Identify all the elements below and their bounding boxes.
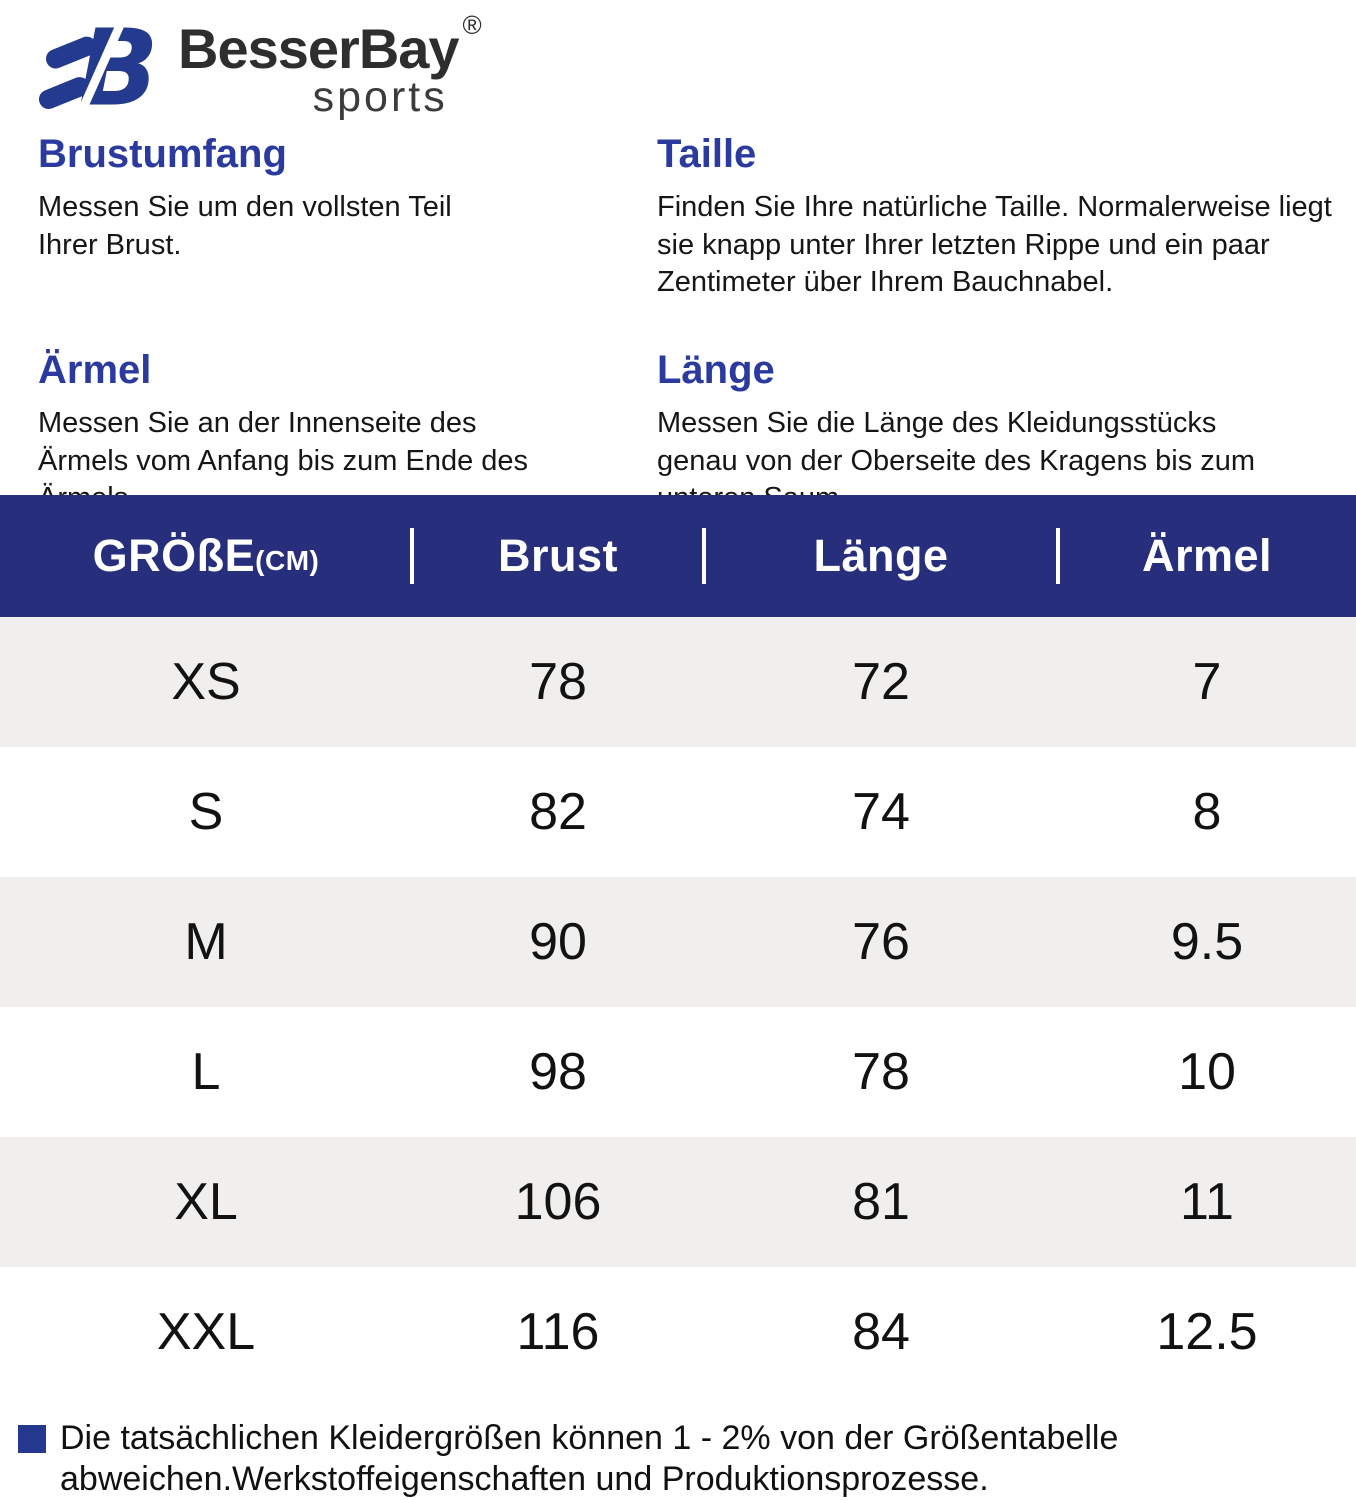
section-title-taille: Taille — [657, 132, 757, 176]
table-header-row: GRÖßE (CM) Brust Länge Ärmel — [0, 495, 1356, 617]
table-row-s: S 82 74 8 — [0, 747, 1356, 877]
cell-aermel: 12.5 — [1156, 1303, 1258, 1361]
table-row-xl: XL 106 81 11 — [0, 1137, 1356, 1267]
header-size-label: GRÖßE — [92, 530, 256, 581]
header-cell-aermel: Ärmel — [1056, 495, 1356, 617]
besserbay-logo-icon: B — [38, 8, 159, 120]
cell-laenge: 84 — [852, 1303, 910, 1361]
cell-brust: 106 — [514, 1173, 602, 1231]
cell-laenge: 76 — [852, 913, 910, 971]
cell-laenge: 72 — [852, 653, 910, 711]
section-text-brustumfang: Messen Sie um den vollsten Teil Ihrer Br… — [38, 191, 452, 261]
header-size-unit: (CM) — [255, 545, 320, 576]
section-title-laenge: Länge — [657, 348, 775, 393]
guide-section-taille: Taille Finden Sie Ihre natürliche Taille… — [657, 132, 1338, 302]
cell-aermel: 10 — [1178, 1043, 1236, 1101]
table-row-l: L 98 78 10 — [0, 1007, 1356, 1137]
cell-aermel: 9.5 — [1170, 913, 1244, 971]
cell-brust: 116 — [516, 1303, 600, 1361]
cell-size: XS — [171, 653, 241, 711]
cell-size: S — [188, 783, 224, 841]
measurement-guide: Brustumfang Messen Sie um den vollsten T… — [38, 132, 1338, 518]
guide-section-brustumfang: Brustumfang Messen Sie um den vollsten T… — [38, 132, 657, 302]
cell-size: XL — [174, 1173, 238, 1231]
cell-aermel: 8 — [1192, 783, 1222, 841]
cell-laenge: 78 — [852, 1043, 910, 1101]
table-row-xs: XS 78 72 7 — [0, 617, 1356, 747]
footnote-text: Die tatsächlichen Kleidergrößen können 1… — [60, 1419, 1119, 1498]
cell-aermel: 7 — [1192, 653, 1222, 711]
cell-size: L — [191, 1043, 221, 1101]
cell-laenge: 81 — [852, 1173, 910, 1231]
footnote-bullet-icon — [18, 1425, 46, 1453]
guide-section-aermel: Ärmel Messen Sie an der Innenseite des Ä… — [38, 348, 657, 518]
brand-subtitle: sports — [312, 73, 448, 121]
cell-brust: 90 — [529, 913, 587, 971]
footnote: Die tatsächlichen Kleidergrößen können 1… — [18, 1418, 1348, 1500]
section-title-brustumfang: Brustumfang — [38, 132, 287, 176]
cell-laenge: 74 — [852, 783, 910, 841]
size-table: GRÖßE (CM) Brust Länge Ärmel XS 78 72 7 S… — [0, 495, 1356, 1397]
section-title-aermel: Ärmel — [38, 348, 152, 393]
header-cell-size: GRÖßE (CM) — [0, 495, 412, 617]
header-cell-laenge: Länge — [702, 495, 1058, 617]
registered-trademark-icon: ® — [462, 10, 482, 40]
table-row-xxl: XXL 116 84 12.5 — [0, 1267, 1356, 1397]
guide-section-laenge: Länge Messen Sie die Länge des Kleidungs… — [657, 348, 1338, 518]
cell-brust: 78 — [529, 653, 587, 711]
cell-brust: 82 — [529, 783, 587, 841]
section-text-taille: Finden Sie Ihre natürliche Taille. Norma… — [657, 191, 1332, 299]
header-cell-brust: Brust — [410, 495, 704, 617]
cell-aermel: 11 — [1180, 1173, 1234, 1231]
cell-brust: 98 — [529, 1043, 587, 1101]
cell-size: XXL — [156, 1303, 256, 1361]
cell-size: M — [184, 913, 228, 971]
brand-text: BesserBay ® sports — [178, 8, 482, 122]
table-row-m: M 90 76 9.5 — [0, 877, 1356, 1007]
brand-header: B BesserBay ® sports — [36, 8, 482, 122]
brand-name: BesserBay — [178, 17, 460, 80]
